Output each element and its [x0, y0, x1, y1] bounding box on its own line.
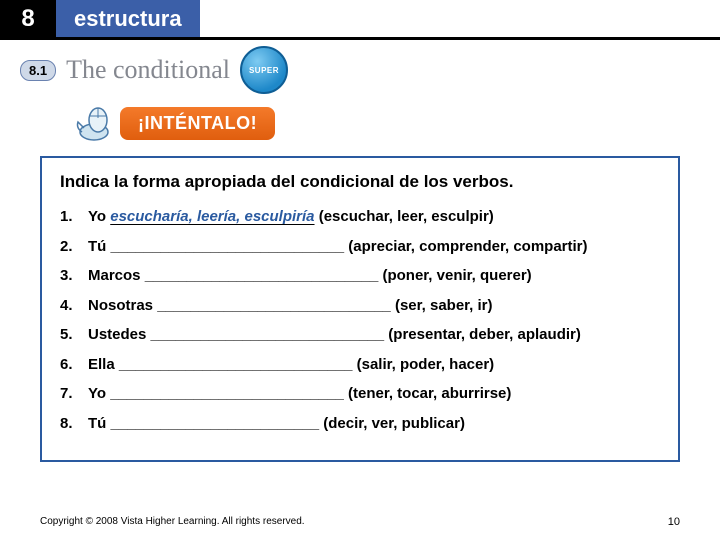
item-blank: ____________________________: [111, 238, 345, 255]
item-answer: escucharía, leería, esculpiría: [110, 208, 314, 225]
item-hint: (poner, venir, querer): [378, 267, 531, 284]
exercise-item: 3.Marcos ____________________________ (p…: [60, 265, 660, 288]
item-blank: ____________________________: [110, 385, 344, 402]
instructions: Indica la forma apropiada del condiciona…: [60, 172, 660, 192]
supersite-badge-icon: SUPER: [240, 46, 288, 94]
item-text: Tú ____________________________ (aprecia…: [88, 236, 660, 259]
item-hint: (tener, tocar, aburrirse): [344, 385, 512, 402]
item-hint: (ser, saber, ir): [391, 297, 493, 314]
item-subject: Yo: [88, 385, 110, 402]
item-subject: Yo: [88, 208, 110, 225]
item-text: Ella ____________________________ (salir…: [88, 354, 660, 377]
item-text: Marcos ____________________________ (pon…: [88, 265, 660, 288]
item-subject: Tú: [88, 415, 111, 432]
item-subject: Ustedes: [88, 326, 151, 343]
item-hint: (salir, poder, hacer): [352, 356, 494, 373]
item-blank: ____________________________: [151, 326, 385, 343]
item-hint: (apreciar, comprender, compartir): [344, 238, 587, 255]
item-number: 1.: [60, 206, 88, 229]
item-subject: Marcos: [88, 267, 145, 284]
item-blank: ____________________________: [157, 297, 391, 314]
section-title: The conditional: [66, 55, 230, 85]
exercise-item: 4.Nosotras ____________________________ …: [60, 295, 660, 318]
item-blank: ____________________________: [119, 356, 353, 373]
item-number: 2.: [60, 236, 88, 259]
exercise-item: 5.Ustedes ____________________________ (…: [60, 324, 660, 347]
item-text: Nosotras ____________________________ (s…: [88, 295, 660, 318]
item-number: 3.: [60, 265, 88, 288]
item-number: 5.: [60, 324, 88, 347]
item-blank: ____________________________: [145, 267, 379, 284]
section-badge: 8.1: [20, 60, 56, 81]
item-subject: Nosotras: [88, 297, 157, 314]
mouse-icon: [74, 102, 114, 144]
exercise-item: 8.Tú _________________________ (decir, v…: [60, 413, 660, 436]
item-subject: Ella: [88, 356, 119, 373]
exercise-item: 2.Tú ____________________________ (aprec…: [60, 236, 660, 259]
item-text: Yo escucharía, leería, esculpiría (escuc…: [88, 206, 660, 229]
item-blank: _________________________: [111, 415, 320, 432]
section-row: 8.1 The conditional SUPER: [0, 40, 720, 98]
intentalo-label: ¡INTÉNTALO!: [120, 107, 275, 140]
exercise-items: 1.Yo escucharía, leería, esculpiría (esc…: [60, 206, 660, 435]
item-number: 7.: [60, 383, 88, 406]
intentalo-row: ¡INTÉNTALO!: [0, 98, 720, 156]
item-number: 8.: [60, 413, 88, 436]
chapter-number: 8: [0, 0, 56, 37]
exercise-box: Indica la forma apropiada del condiciona…: [40, 156, 680, 462]
item-text: Ustedes ____________________________ (pr…: [88, 324, 660, 347]
page-number: 10: [668, 516, 680, 528]
item-subject: Tú: [88, 238, 111, 255]
item-number: 6.: [60, 354, 88, 377]
exercise-item: 6.Ella ____________________________ (sal…: [60, 354, 660, 377]
item-number: 4.: [60, 295, 88, 318]
exercise-item: 7.Yo ____________________________ (tener…: [60, 383, 660, 406]
header-bar: 8 estructura: [0, 0, 720, 40]
item-text: Yo ____________________________ (tener, …: [88, 383, 660, 406]
item-hint: (decir, ver, publicar): [319, 415, 465, 432]
item-text: Tú _________________________ (decir, ver…: [88, 413, 660, 436]
item-hint: (presentar, deber, aplaudir): [384, 326, 581, 343]
item-hint: (escuchar, leer, esculpir): [319, 208, 494, 225]
copyright-text: Copyright © 2008 Vista Higher Learning. …: [40, 516, 305, 528]
exercise-item: 1.Yo escucharía, leería, esculpiría (esc…: [60, 206, 660, 229]
estructura-label: estructura: [56, 0, 200, 37]
footer: Copyright © 2008 Vista Higher Learning. …: [40, 516, 680, 528]
